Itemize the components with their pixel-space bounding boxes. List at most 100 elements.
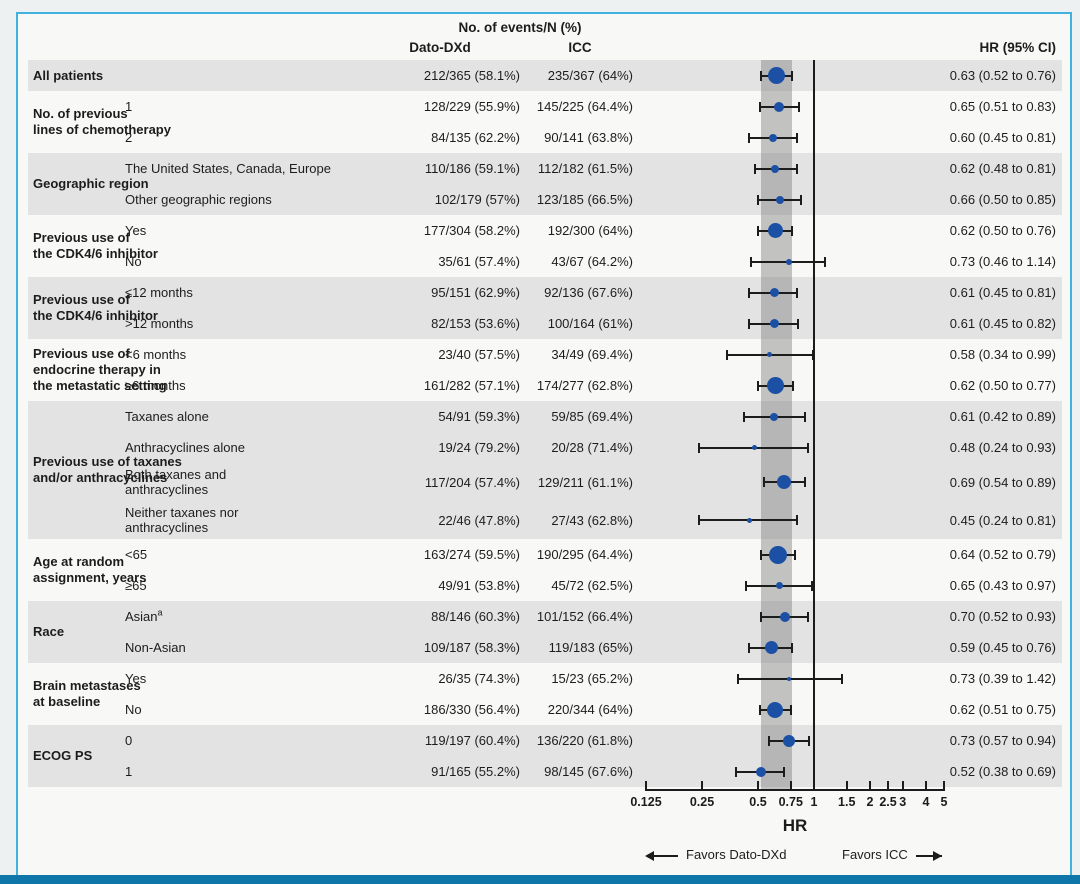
ci-cap-left (757, 380, 759, 391)
forest-row: The United States, Canada, Europe 110/186… (28, 153, 1062, 184)
subgroup-label-line: Anthracyclines alone (125, 440, 245, 455)
forest-row: >12 months 82/153 (53.6%) 100/164 (61%) 0.6… (28, 308, 1062, 339)
subgroup-label-text: ≥6 months (125, 378, 186, 393)
subgroup-label: <6 months (125, 339, 381, 370)
ci-cap-left (763, 477, 766, 487)
dato-count: 95/151 (62.9%) (431, 285, 520, 300)
icc-count: 112/182 (61.5%) (537, 161, 633, 176)
icc-count: 235/367 (64%) (547, 68, 633, 83)
subgroup-label: ≤12 months (125, 277, 381, 308)
dato-count: 110/186 (59.1%) (424, 161, 520, 176)
ci-cap-left (760, 70, 763, 81)
icc-count: 43/67 (64.2%) (551, 254, 633, 269)
ci-cap-left (758, 101, 761, 112)
axis-tick-label: 4 (922, 795, 930, 809)
forest-row: Anthracyclines alone 19/24 (79.2%) 20/28 (… (28, 432, 1062, 463)
hr-ci-value: 0.73 (0.57 to 0.94) (949, 733, 1056, 748)
ci-cap-left (748, 287, 751, 298)
group-label-text: the metastatic setting (33, 378, 167, 393)
hr-point (786, 676, 791, 681)
group-label-text: and/or anthracyclines (33, 470, 168, 485)
icc-count: 119/183 (65%) (548, 640, 633, 655)
forest-row: 0 119/197 (60.4%) 136/220 (61.8%) 0.73 (0.5… (28, 725, 1062, 756)
group-label-line: Previous use of (33, 346, 203, 362)
dato-count: 82/153 (53.6%) (431, 316, 520, 331)
subgroup-label-line: Yes (125, 671, 146, 686)
forest-row: Non-Asian 109/187 (58.3%) 119/183 (65%) 0.5… (28, 632, 1062, 663)
group-label-line: Previous use of (33, 230, 203, 246)
group-label-text: ECOG PS (33, 748, 93, 763)
icc-count: 192/300 (64%) (547, 223, 633, 238)
hr-point (770, 412, 779, 421)
group-label-text: at baseline (33, 694, 101, 709)
hr-ci-value: 0.62 (0.51 to 0.75) (949, 702, 1056, 717)
icc-count: 45/72 (62.5%) (551, 578, 633, 593)
dato-count: 35/61 (57.4%) (438, 254, 520, 269)
subgroup-label-text: The United States, Canada, Europe (125, 161, 331, 176)
group-label: Previous use of taxanes and/or anthracycl… (33, 401, 203, 539)
hr-ci-value: 0.45 (0.24 to 0.81) (949, 512, 1056, 528)
subgroup-label: Non-Asian (125, 632, 381, 663)
hr-point (768, 545, 787, 564)
subgroup-label: 1 (125, 756, 381, 787)
dato-column-header: Dato-DXd (409, 40, 471, 55)
icc-count: 59/85 (69.4%) (551, 409, 633, 424)
axis-tick (757, 781, 759, 789)
subgroup-label-lines: Anthracyclines alone (125, 440, 245, 455)
dato-count: 19/24 (79.2%) (438, 440, 520, 455)
hr-ci-value: 0.69 (0.54 to 0.89) (949, 474, 1056, 490)
subgroup-label-line: Non-Asian (125, 640, 186, 655)
group-label: Previous use of the CDK4/6 inhibitor (33, 215, 203, 277)
forest-row: 2 84/135 (62.2%) 90/141 (63.8%) 0.60 (0.45 … (28, 122, 1062, 153)
subgroup-label-text: ≥65 (125, 578, 147, 593)
group-label-line: Race (33, 624, 203, 640)
axis-tick-label: 3 (899, 795, 907, 809)
subgroup-label-text: Taxanes alone (125, 409, 209, 424)
icc-count: 101/152 (66.4%) (536, 609, 633, 624)
subgroup-label-text: Other geographic regions (125, 192, 272, 207)
subgroup-label: ≥6 months (125, 370, 381, 401)
ci-cap-right (812, 349, 815, 360)
ci-cap-left (734, 766, 737, 777)
hr-ci-value: 0.63 (0.52 to 0.76) (949, 68, 1056, 83)
subgroup-label: <65 (125, 539, 381, 570)
axis-tick-label: 5 (940, 795, 948, 809)
hr-point (756, 766, 767, 777)
hr-point (768, 67, 786, 84)
axis-tick (701, 781, 703, 789)
icc-count: 20/28 (71.4%) (551, 440, 633, 455)
favors-left-arrow-line (652, 855, 678, 857)
subgroup-label-text: Yes (125, 223, 147, 238)
group-label: Race (33, 601, 203, 663)
group-label-line: Geographic region (33, 176, 203, 192)
subgroup-label-lines: <6 months (125, 347, 186, 362)
hr-point (752, 445, 758, 450)
hr-point (771, 164, 780, 173)
subgroup-section: Previous use of taxanes and/or anthracycl… (28, 401, 1062, 539)
hr-ci-value: 0.48 (0.24 to 0.93) (949, 440, 1056, 455)
dato-count: 161/282 (57.1%) (423, 378, 520, 393)
forest-row: Yes 26/35 (74.3%) 15/23 (65.2%) 0.73 (0.39 … (28, 663, 1062, 694)
hr-ci-value: 0.73 (0.46 to 1.14) (949, 254, 1056, 269)
ci-cap-right (807, 611, 810, 622)
subgroup-label: The United States, Canada, Europe (125, 153, 381, 184)
icc-count: 15/23 (65.2%) (551, 671, 633, 686)
group-label-line: at baseline (33, 694, 203, 710)
subgroup-label-text: 1 (125, 764, 133, 779)
subgroup-label: No (125, 246, 381, 277)
subgroup-label-text: 0 (125, 733, 133, 748)
ci-cap-left (725, 349, 728, 360)
ci-cap-right (790, 70, 793, 81)
subgroup-label-text: ≤12 months (125, 285, 193, 300)
ci-cap-right (808, 735, 810, 746)
hr-point (764, 641, 778, 654)
axis-tick-label: 2.5 (879, 795, 897, 809)
dato-count: 49/91 (53.8%) (438, 578, 520, 593)
subgroup-section: Previous use of endocrine therapy in the m… (28, 339, 1062, 401)
subgroup-label-lines: Neither taxanes nor anthracyclines (125, 505, 238, 535)
group-label-text: the CDK4/6 inhibitor (33, 308, 158, 323)
subgroup-label-text: <65 (125, 547, 148, 562)
dato-count: 84/135 (62.2%) (431, 130, 520, 145)
ci-cap-right (795, 163, 798, 174)
dato-count: 117/204 (57.4%) (424, 474, 520, 490)
